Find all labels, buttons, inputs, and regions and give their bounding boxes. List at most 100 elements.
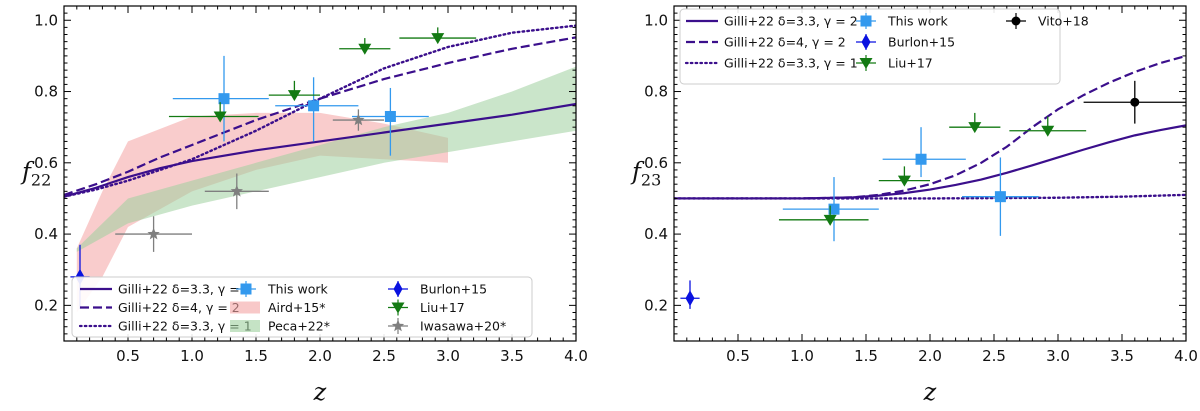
legend-marker-square [240, 283, 252, 295]
legend-label: Burlon+15 [888, 35, 955, 50]
legend-marker-circle [1011, 16, 1021, 26]
data-point-this-work [828, 203, 840, 215]
data-point-liu-17 [431, 33, 445, 45]
legend-item-vito-18: Vito+18 [1006, 13, 1089, 29]
series-burlon-15 [680, 280, 700, 309]
legend-patch [230, 320, 260, 332]
x-tick-label: 2.0 [308, 347, 332, 365]
data-point-this-work [994, 191, 1006, 203]
data-point-burlon-15 [685, 290, 695, 307]
series-liu-17 [778, 112, 1087, 226]
y-tick-label: 1.0 [34, 11, 58, 29]
legend-marker-triangle-down [859, 58, 873, 69]
model-curve-dotted [674, 193, 1186, 200]
x-tick-label: 0.5 [726, 347, 750, 365]
y-tick-label: 1.0 [644, 11, 668, 29]
legend-item-this-work: This work [236, 281, 329, 297]
legend-item-iwasawa-20: Iwasawa+20* [388, 318, 506, 334]
y-tick-label: 0.4 [34, 225, 58, 243]
legend-marker-star [391, 319, 405, 332]
data-point-this-work [915, 153, 927, 165]
legend-item-this-work: This work [856, 13, 949, 29]
legend-item-liu-17: Liu+17 [388, 299, 465, 316]
legend-item-gilli-22-3-3-1: Gilli+22 δ=3.3, γ = 1 [684, 56, 858, 71]
plot-area [674, 54, 1186, 309]
data-point-liu-17 [897, 175, 911, 187]
model-curve-dashed [64, 36, 576, 196]
y-tick-label: 0.2 [34, 296, 58, 314]
data-point-this-work [308, 100, 320, 112]
legend-item-aird-15: Aird+15* [230, 300, 326, 315]
y-tick-label: 0.6 [34, 154, 58, 172]
x-tick-label: 1.5 [244, 347, 268, 365]
legend-item-gilli-22-4-2: Gilli+22 δ=4, γ = 2 [80, 300, 240, 315]
data-point-liu-17 [823, 214, 837, 226]
data-point-liu-17 [358, 43, 372, 55]
legend-label: This work [267, 282, 329, 297]
x-tick-label: 1.5 [854, 347, 878, 365]
model-curve-dotted [64, 24, 576, 198]
legend-label: This work [887, 14, 949, 29]
data-point-this-work [218, 93, 230, 105]
data-point-liu-17 [1041, 125, 1055, 137]
y-tick-label: 0.4 [644, 225, 668, 243]
legend-label: Gilli+22 δ=3.3, γ = 2 [724, 14, 858, 29]
legend-label: Burlon+15 [420, 282, 487, 297]
series-iwasawa-20 [115, 109, 384, 252]
x-tick-label: 2.5 [372, 347, 396, 365]
legend-marker-square [860, 15, 872, 27]
legend: Gilli+22 δ=3.3, γ = 2 Gilli+22 δ=4, γ = 2… [679, 8, 1089, 85]
y-tick-label: 0.6 [644, 154, 668, 172]
data-point-liu-17 [213, 111, 227, 123]
legend-label: Gilli+22 δ=4, γ = 2 [118, 300, 240, 315]
data-point-this-work [384, 110, 396, 122]
legend-item-peca-22: Peca+22* [230, 319, 330, 334]
x-tick-label: 2.5 [982, 347, 1006, 365]
legend-label: Gilli+22 δ=3.3, γ = 2 [118, 282, 252, 297]
band-aird-15 [76, 112, 449, 313]
data-point-liu-17 [287, 90, 301, 102]
legend-item-gilli-22-3-3-2: Gilli+22 δ=3.3, γ = 2 [80, 282, 252, 297]
x-tick-label: 2.0 [918, 347, 942, 365]
legend-item-gilli-22-3-3-1: Gilli+22 δ=3.3, γ = 1 [78, 319, 252, 334]
y-tick-label: 0.8 [34, 83, 58, 101]
x-tick-label: 3.5 [1110, 347, 1134, 365]
data-point-vito-18 [1130, 97, 1140, 107]
x-tick-label: 1.0 [790, 347, 814, 365]
right-panel-f23: 0.5 1.0 1.5 2.0 2.5 3.0 3.5 4.0 0.2 0.4 0.6 0.8 1.0 z… [630, 5, 1198, 406]
legend-frame [71, 276, 533, 338]
x-tick-label: 3.0 [436, 347, 460, 365]
legend-label: Vito+18 [1038, 14, 1089, 29]
legend-label: Iwasawa+20* [420, 319, 506, 334]
x-axis-label: z [923, 378, 937, 406]
band-peca-22 [76, 66, 576, 252]
legend-label: Peca+22* [268, 319, 330, 334]
model-curve-dashed [674, 54, 1186, 200]
model-curve-solid [64, 102, 576, 198]
legend-item-gilli-22-3-3-2: Gilli+22 δ=3.3, γ = 2 [686, 14, 858, 29]
legend-marker-diamond [861, 34, 871, 50]
y-tick-label: 0.2 [644, 296, 668, 314]
y-axis-label-subscript: 23 [641, 171, 661, 190]
x-tick-label: 3.0 [1046, 347, 1070, 365]
legend-label: Gilli+22 δ=4, γ = 2 [724, 35, 846, 50]
series-this-work [782, 127, 1039, 242]
x-tick-label: 4.0 [564, 347, 588, 365]
legend-item-gilli-22-4-2: Gilli+22 δ=4, γ = 2 [686, 35, 846, 50]
x-tick-label: 1.0 [180, 347, 204, 365]
series-vito-18 [1083, 80, 1186, 124]
plot-area [64, 24, 576, 313]
legend-frame [679, 8, 1061, 85]
series-this-work [172, 55, 429, 156]
legend-item-liu-17: Liu+17 [856, 55, 933, 71]
x-tick-label: 3.5 [500, 347, 524, 365]
series-liu-17 [168, 27, 477, 123]
model-curve-solid [674, 124, 1186, 200]
legend: Gilli+22 δ=3.3, γ = 2 Gilli+22 δ=4, γ = 2… [71, 276, 533, 338]
data-point-liu-17 [968, 122, 982, 134]
legend-marker-diamond [393, 281, 403, 297]
legend-label: Gilli+22 δ=3.3, γ = 1 [724, 56, 858, 71]
legend-label: Liu+17 [420, 300, 465, 315]
data-point-iwasawa-20 [352, 113, 365, 126]
